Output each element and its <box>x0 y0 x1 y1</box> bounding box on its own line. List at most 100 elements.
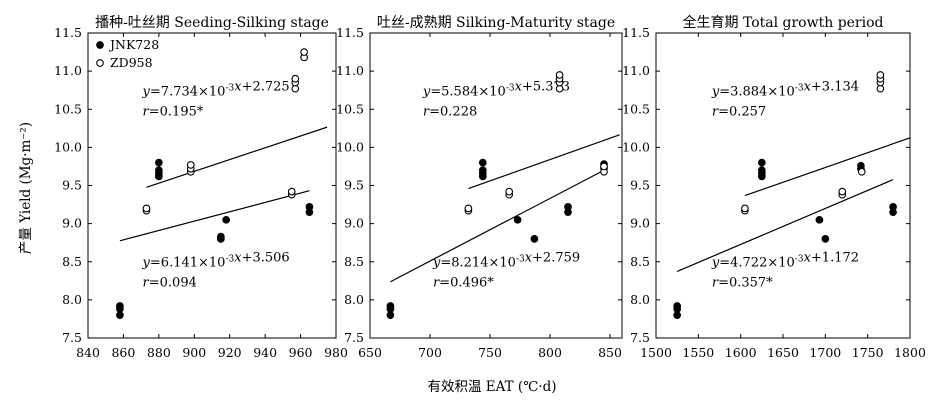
plot-frame <box>655 32 911 339</box>
y-tick-label: 11.0 <box>622 63 650 78</box>
y-tick-label: 11.0 <box>54 63 82 78</box>
y-tick-label: 8.5 <box>344 254 364 269</box>
y-tick-label: 9.5 <box>630 178 650 193</box>
x-tick-label: 840 <box>76 345 100 360</box>
y-tick-label: 11.5 <box>54 25 82 40</box>
data-point-jnk728 <box>757 158 766 167</box>
data-point-zd958 <box>555 71 564 79</box>
legend-label: JNK728 <box>108 37 159 52</box>
data-point-jnk728 <box>222 215 231 224</box>
x-tick-label: 750 <box>478 345 502 360</box>
x-tick-label: 850 <box>598 345 622 360</box>
legend-marker <box>96 59 104 67</box>
y-tick-label: 9.0 <box>630 216 650 231</box>
data-point-zd958 <box>857 167 866 176</box>
x-tick-label: 920 <box>218 345 242 360</box>
x-tick-label: 1750 <box>852 345 884 360</box>
legend-marker <box>96 41 104 49</box>
data-point-jnk728 <box>513 215 522 224</box>
y-tick-label: 9.5 <box>62 178 82 193</box>
data-point-zd958 <box>741 204 749 213</box>
y-tick-label: 11.5 <box>622 25 650 40</box>
y-tick-label: 8.0 <box>344 292 364 307</box>
y-tick-label: 10.5 <box>54 101 82 116</box>
y-tick-label: 8.0 <box>630 292 650 307</box>
y-tick-label: 9.5 <box>344 178 364 193</box>
correlation-label: r=0.257 <box>712 105 766 120</box>
data-point-jnk728 <box>478 158 487 167</box>
x-tick-label: 980 <box>324 345 348 360</box>
chart-panel-2: 吐丝-成熟期 Silking-Maturity stage 7.5 8.0 8.5 9.… <box>336 15 623 360</box>
y-tick-label: 8.5 <box>630 254 650 269</box>
correlation-label: r=0.496* <box>433 275 494 290</box>
regression-equation: y=5.584×10-3x+5.373 <box>422 80 570 100</box>
regression-line-zd958 <box>744 137 911 197</box>
data-point-zd958 <box>142 204 151 213</box>
x-tick-label: 1650 <box>767 345 799 360</box>
regression-line-jnk728 <box>119 190 310 242</box>
x-tick-label: 1800 <box>894 345 926 360</box>
x-tick-label: 1500 <box>640 345 672 360</box>
data-point-jnk728 <box>757 166 766 175</box>
data-point-zd958 <box>186 161 195 169</box>
data-point-jnk728 <box>217 232 225 241</box>
y-tick-label: 7.5 <box>630 330 650 345</box>
data-point-jnk728 <box>815 215 824 224</box>
data-point-jnk728 <box>386 302 395 310</box>
y-tick-label: 10.5 <box>622 101 650 116</box>
x-tick-label: 880 <box>147 345 171 360</box>
chart-title: 全生育期 Total growth period <box>683 14 884 31</box>
chart-panel-1: 播种-吐丝期 Seeding-Silking stage 7.5 8.0 8.5 9.0… <box>54 15 348 360</box>
regression-equation: y=4.722×10-3x+1.172 <box>711 250 859 270</box>
regression-line-zd958 <box>468 134 620 190</box>
regression-line-jnk728 <box>676 179 894 272</box>
y-tick-label: 9.0 <box>344 216 364 231</box>
x-tick-label: 900 <box>182 345 206 360</box>
x-tick-label: 1550 <box>682 345 714 360</box>
data-point-jnk728 <box>889 203 897 211</box>
chart-title: 吐丝-成熟期 Silking-Maturity stage <box>377 15 615 31</box>
x-tick-label: 860 <box>111 345 135 360</box>
chart-title: 播种-吐丝期 Seeding-Silking stage <box>95 15 329 31</box>
y-tick-label: 11.5 <box>336 25 364 40</box>
regression-line-zd958 <box>146 126 328 188</box>
data-point-zd958 <box>876 71 885 79</box>
data-point-jnk728 <box>564 203 572 211</box>
correlation-label: r=0.357* <box>712 275 773 290</box>
plot-frame <box>369 32 623 339</box>
data-point-zd958 <box>300 48 308 56</box>
correlation-label: r=0.094 <box>143 275 197 290</box>
data-point-zd958 <box>287 187 296 196</box>
x-tick-label: 1600 <box>725 345 757 360</box>
regression-equation: y=7.734×10-3x+2.725 <box>142 80 290 100</box>
data-point-jnk728 <box>821 235 830 243</box>
y-axis-label: 产量 Yield (Mg·m⁻²) <box>18 122 34 254</box>
x-axis-label: 有效积温 EAT (℃·d) <box>427 379 556 395</box>
y-tick-label: 10.0 <box>54 139 82 154</box>
y-tick-label: 9.0 <box>62 216 82 231</box>
x-tick-label: 650 <box>358 345 382 360</box>
data-point-zd958 <box>464 204 473 213</box>
data-point-jnk728 <box>673 302 682 310</box>
x-tick-label: 960 <box>289 345 313 360</box>
y-tick-label: 7.5 <box>344 330 364 345</box>
y-tick-label: 7.5 <box>62 330 82 345</box>
data-point-jnk728 <box>155 158 163 167</box>
x-tick-label: 1700 <box>809 345 841 360</box>
y-tick-label: 8.0 <box>62 292 82 307</box>
regression-equation: y=8.214×10-3x+2.759 <box>432 250 580 270</box>
data-point-jnk728 <box>305 203 314 211</box>
correlation-label: r=0.228 <box>423 105 477 120</box>
data-point-zd958 <box>291 74 300 83</box>
data-point-jnk728 <box>857 161 865 170</box>
data-point-jnk728 <box>478 166 487 175</box>
data-point-zd958 <box>838 187 847 196</box>
data-point-zd958 <box>600 162 608 171</box>
y-tick-label: 10.5 <box>336 101 364 116</box>
data-point-zd958 <box>505 187 514 196</box>
legend-label: ZD958 <box>110 55 153 70</box>
regression-line-jnk728 <box>390 169 605 283</box>
x-tick-label: 940 <box>253 345 277 360</box>
data-point-jnk728 <box>155 166 163 175</box>
